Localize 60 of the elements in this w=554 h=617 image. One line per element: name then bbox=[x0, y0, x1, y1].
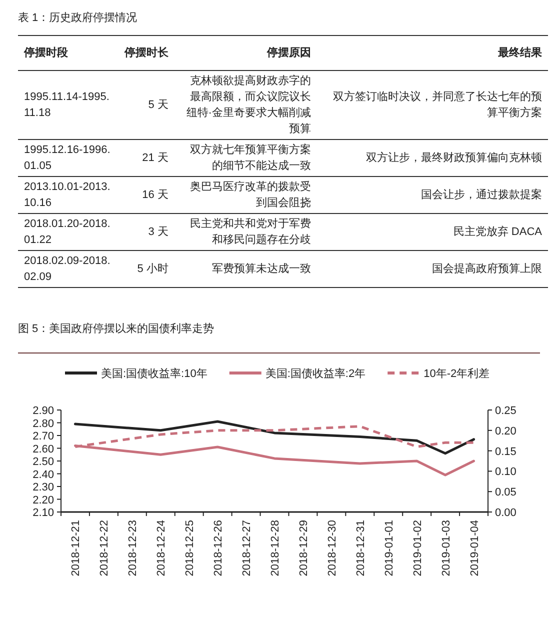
x-tick-label: 2018-12-28 bbox=[270, 520, 282, 576]
y-tick-label: 2.70 bbox=[32, 430, 54, 442]
y-tick-label: 2.50 bbox=[32, 456, 54, 468]
x-tick-label: 2019-01-01 bbox=[383, 520, 396, 576]
text: 国会提高政府预算上限 bbox=[431, 262, 543, 277]
x-tick-label: 2018-12-22 bbox=[98, 520, 111, 576]
text: 停摆时长 bbox=[123, 46, 170, 61]
text: 国会让步，通过拨款提案 bbox=[420, 188, 543, 203]
x-tick-label: 2018-12-29 bbox=[298, 520, 310, 576]
y-tick-label: 2.40 bbox=[32, 468, 54, 481]
y-tick-label: 2.80 bbox=[32, 418, 54, 430]
x-tick-label: 2018-12-31 bbox=[354, 520, 367, 576]
text: 停摆时段 bbox=[22, 46, 69, 61]
text: 1995.11.14-1995.11.18 bbox=[23, 90, 110, 121]
legend-label: 10年-2年利差 bbox=[424, 367, 490, 380]
y2-tick-label: 0.20 bbox=[495, 425, 516, 438]
text: 双方签订临时决议，并同意了长达七年的预算平衡方案 bbox=[332, 90, 543, 121]
text: 双方就七年预算平衡方案的细节不能达成一致 bbox=[188, 142, 312, 174]
text: 军费预算未达成一致 bbox=[210, 262, 312, 277]
x-tick-label: 2018-12-26 bbox=[212, 520, 225, 576]
x-tick-label: 2019-01-03 bbox=[440, 520, 452, 576]
text: 1995.12.16-1996.01.05 bbox=[23, 143, 112, 174]
text: 2018.02.09-2018.02.09 bbox=[23, 254, 112, 285]
y-tick-label: 2.30 bbox=[32, 482, 54, 494]
y-tick-label: 2.10 bbox=[32, 507, 54, 519]
x-tick-label: 2018-12-24 bbox=[156, 520, 168, 576]
text: 民主党和共和党对于军费和移民问题存在分歧 bbox=[188, 216, 312, 248]
text: 克林顿欲提高财政赤字的最高限额，而众议院议长纽特·金里奇要求大幅削减预算 bbox=[185, 74, 312, 137]
x-tick-label: 2018-12-25 bbox=[184, 520, 196, 576]
text: 5 天 bbox=[147, 98, 170, 113]
x-tick-label: 2019-01-04 bbox=[468, 520, 481, 576]
legend-label: 美国:国债收益率:2年 bbox=[265, 367, 366, 380]
y2-tick-label: 0.05 bbox=[495, 486, 516, 499]
text: 16 天 bbox=[141, 188, 170, 203]
line-series bbox=[74, 420, 476, 455]
y2-tick-label: 0.15 bbox=[495, 446, 516, 458]
x-tick-label: 2018-12-30 bbox=[326, 520, 338, 576]
text: 双方让步，最终财政预算偏向克林顿 bbox=[365, 150, 543, 166]
y2-tick-label: 0.00 bbox=[495, 507, 516, 519]
x-tick-label: 2018-12-27 bbox=[241, 520, 254, 576]
text: 5 小时 bbox=[136, 262, 170, 277]
text: 21 天 bbox=[141, 151, 170, 166]
text: 3 天 bbox=[147, 225, 170, 240]
text: 停摆原因 bbox=[266, 46, 312, 61]
y-tick-label: 2.90 bbox=[32, 405, 54, 417]
y2-tick-label: 0.10 bbox=[495, 466, 516, 478]
x-tick-label: 2018-12-21 bbox=[70, 520, 82, 576]
y2-tick-label: 0.25 bbox=[495, 405, 516, 417]
text: 民主党放弃 DACA bbox=[452, 224, 543, 240]
text: 表 1：历史政府停摆情况 bbox=[18, 10, 138, 25]
x-tick-label: 2018-12-23 bbox=[127, 520, 140, 576]
text: 奥巴马医疗改革的拨款受到国会阻挠 bbox=[188, 180, 312, 211]
text: 2013.10.01-2013.10.16 bbox=[23, 180, 112, 211]
text: 2018.01.20-2018.01.22 bbox=[23, 217, 112, 248]
legend-label: 美国:国债收益率:10年 bbox=[101, 367, 208, 380]
y-tick-label: 2.60 bbox=[32, 443, 54, 456]
x-tick-label: 2019-01-02 bbox=[412, 520, 424, 576]
chart-title: 图 5：美国政府停摆以来的国债利率走势 bbox=[18, 322, 214, 335]
text: 最终结果 bbox=[497, 46, 543, 61]
y-tick-label: 2.20 bbox=[32, 494, 54, 506]
